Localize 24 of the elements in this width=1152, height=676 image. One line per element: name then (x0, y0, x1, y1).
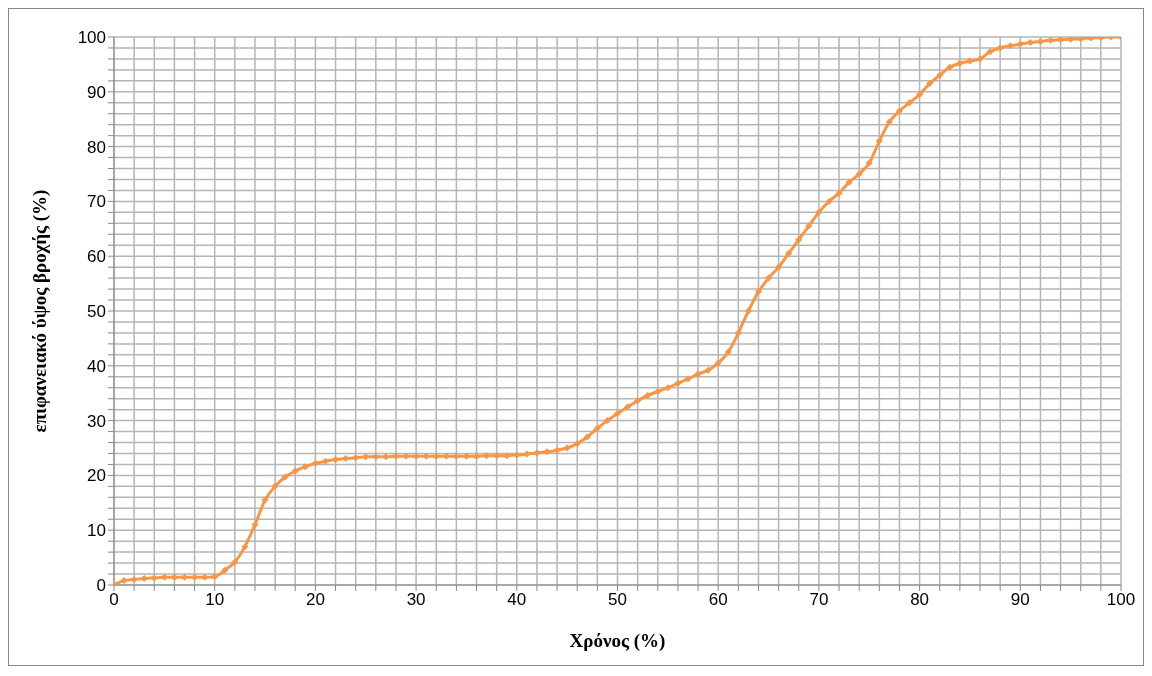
x-tick-label: 60 (708, 590, 728, 610)
x-axis-title: Χρόνος (%) (569, 630, 666, 652)
x-tick-label: 20 (305, 590, 325, 610)
y-tick-label: 10 (87, 521, 106, 541)
x-tick-label: 30 (406, 590, 426, 610)
x-tick-label: 70 (809, 590, 829, 610)
y-tick-label: 100 (77, 28, 106, 48)
x-tick-label: 10 (205, 590, 225, 610)
y-tick-label: 90 (87, 82, 106, 102)
x-tick-label: 90 (1010, 590, 1030, 610)
x-tick-label: 40 (507, 590, 527, 610)
y-axis-title: επιφανειακό ύψος βροχής (%) (28, 189, 51, 433)
x-tick-label: 80 (910, 590, 930, 610)
x-tick-label: 50 (608, 590, 627, 610)
x-tick-label: 100 (1106, 590, 1136, 610)
y-tick-label: 60 (87, 247, 106, 267)
x-tick-label: 0 (109, 590, 119, 610)
y-tick-label: 30 (87, 411, 106, 431)
y-tick-label: 20 (87, 466, 106, 486)
y-tick-label: 70 (87, 192, 106, 212)
y-tick-label: 80 (87, 137, 106, 157)
y-tick-label: 0 (96, 576, 106, 596)
y-tick-label: 40 (87, 356, 106, 376)
y-tick-label: 50 (87, 302, 106, 322)
